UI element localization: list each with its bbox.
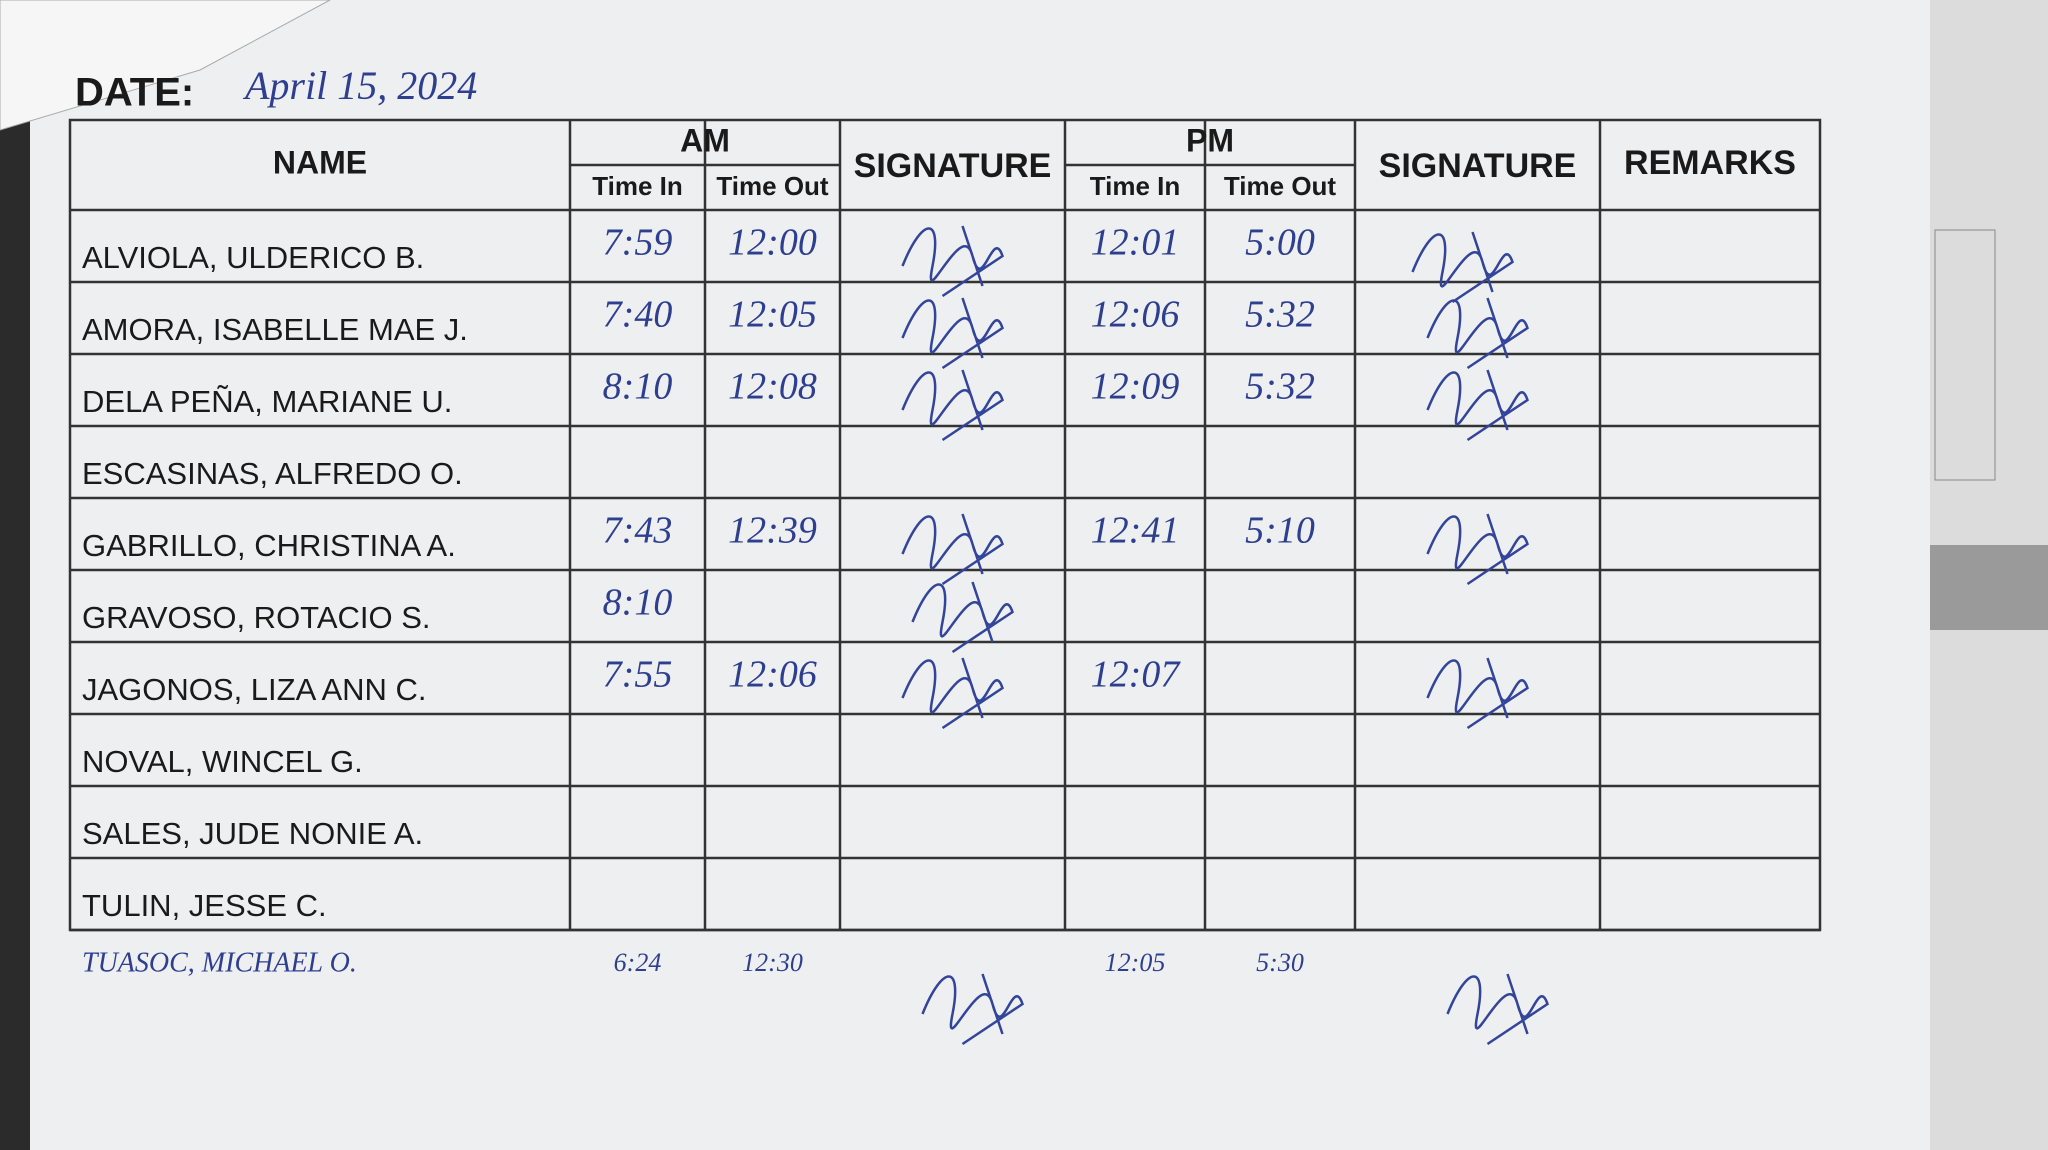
name-cell: GRAVOSO, ROTACIO S.: [82, 600, 431, 635]
time-cell: 12:39: [728, 510, 817, 552]
signature-scribble: [901, 513, 1004, 586]
column-header: SIGNATURE: [854, 147, 1052, 185]
column-header: Time Out: [716, 171, 829, 201]
signature-scribble: [1411, 231, 1514, 304]
date-label: DATE:: [75, 71, 194, 115]
time-cell: 7:55: [603, 654, 673, 696]
name-cell: GABRILLO, CHRISTINA A.: [82, 528, 456, 563]
signature-scribble: [1426, 297, 1529, 370]
time-cell: 8:10: [603, 582, 673, 624]
handwritten-name: TUASOC, MICHAEL O.: [82, 947, 357, 978]
time-cell: 7:40: [603, 294, 673, 336]
column-header: AM: [680, 122, 730, 158]
column-header: Time Out: [1224, 171, 1337, 201]
name-cell: JAGONOS, LIZA ANN C.: [82, 672, 427, 707]
signature-scribble: [901, 225, 1004, 298]
signature-scribble: [921, 973, 1024, 1046]
column-header: Time In: [1090, 171, 1181, 201]
time-cell: 12:00: [728, 222, 817, 264]
signature-scribble: [901, 297, 1004, 370]
time-cell: 12:06: [728, 654, 817, 696]
time-cell: 12:07: [1091, 654, 1182, 696]
column-header: NAME: [273, 144, 367, 180]
signature-scribble: [911, 581, 1014, 654]
time-cell: 7:59: [603, 222, 673, 264]
time-cell: 12:41: [1091, 510, 1180, 552]
paper: [30, 0, 1930, 1150]
name-cell: TULIN, JESSE C.: [82, 888, 327, 923]
time-cell: 7:43: [603, 510, 673, 552]
signature-scribble: [1446, 973, 1549, 1046]
name-cell: DELA PEÑA, MARIANE U.: [82, 384, 452, 419]
date-value: April 15, 2024: [242, 63, 477, 108]
time-cell: 6:24: [614, 948, 662, 977]
signature-scribble: [1426, 513, 1529, 586]
time-cell: 5:10: [1245, 510, 1315, 552]
side-box: [1934, 229, 1996, 481]
time-cell: 12:01: [1091, 222, 1180, 264]
time-cell: 12:05: [1105, 948, 1166, 977]
name-cell: AMORA, ISABELLE MAE J.: [82, 312, 468, 347]
time-cell: 12:09: [1091, 366, 1180, 408]
time-cell: 8:10: [603, 366, 673, 408]
time-cell: 5:30: [1256, 948, 1304, 977]
signature-scribble: [901, 657, 1004, 730]
time-cell: 12:30: [742, 948, 803, 977]
folded-corner: [0, 0, 331, 131]
column-header: REMARKS: [1624, 144, 1796, 182]
column-header: PM: [1186, 122, 1234, 158]
name-cell: ESCASINAS, ALFREDO O.: [82, 456, 463, 491]
name-cell: ALVIOLA, ULDERICO B.: [82, 240, 424, 275]
signature-scribble: [1426, 657, 1529, 730]
signature-scribble: [901, 369, 1004, 442]
time-cell: 12:06: [1091, 294, 1180, 336]
column-header: SIGNATURE: [1379, 147, 1577, 185]
time-cell: 12:05: [728, 294, 817, 336]
column-header: Time In: [592, 171, 683, 201]
side-shade: [1930, 545, 2048, 630]
time-cell: 5:00: [1245, 222, 1315, 264]
time-cell: 5:32: [1245, 294, 1315, 336]
time-cell: 12:08: [728, 366, 817, 408]
name-cell: SALES, JUDE NONIE A.: [82, 816, 423, 851]
name-cell: NOVAL, WINCEL G.: [82, 744, 363, 779]
time-cell: 5:32: [1245, 366, 1315, 408]
signature-scribble: [1426, 369, 1529, 442]
